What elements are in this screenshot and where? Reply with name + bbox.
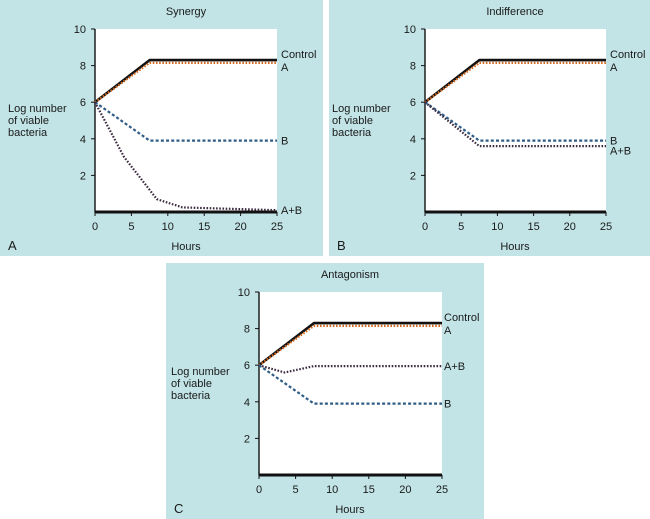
x-tick-label: 10 bbox=[326, 484, 338, 496]
y-axis-label-line: bacteria bbox=[171, 390, 211, 402]
x-tick-label: 25 bbox=[271, 221, 283, 233]
y-tick-label: 8 bbox=[410, 61, 416, 73]
y-axis-label-line: bacteria bbox=[332, 127, 372, 139]
y-tick-label: 10 bbox=[74, 24, 86, 36]
y-tick-label: 6 bbox=[80, 97, 86, 109]
series-label-control: Control bbox=[281, 49, 316, 61]
y-axis-label-line: of viable bbox=[332, 115, 373, 127]
y-tick-label: 4 bbox=[244, 397, 250, 409]
x-axis-label: Hours bbox=[500, 241, 530, 253]
y-tick-label: 10 bbox=[238, 287, 250, 299]
y-axis-label-line: of viable bbox=[8, 115, 49, 127]
panel-letter: A bbox=[8, 238, 17, 253]
x-tick-label: 20 bbox=[399, 484, 411, 496]
y-axis-label-line: Log number bbox=[8, 103, 67, 115]
series-line-aplusb bbox=[94, 101, 278, 212]
x-tick-label: 5 bbox=[128, 221, 134, 233]
series-line-b bbox=[258, 364, 442, 405]
series-label-aplusb: A+B bbox=[281, 205, 302, 217]
y-tick-label: 2 bbox=[244, 433, 250, 445]
y-tick-label: 8 bbox=[80, 61, 86, 73]
chart-synergy: Synergy 2 4 6 8 10 0 5 10 15 20 25 Hours Log numberof… bbox=[8, 6, 316, 253]
x-axis-label: Hours bbox=[171, 241, 201, 253]
series-label-a: A bbox=[444, 325, 452, 337]
chart-title: Antagonism bbox=[321, 269, 379, 281]
series-line-a bbox=[424, 61, 606, 104]
y-axis-label-line: of viable bbox=[171, 378, 212, 390]
series-line-aplusb bbox=[424, 101, 606, 148]
panel-synergy: Synergy 2 4 6 8 10 0 5 10 15 20 25 Hours Log number of… bbox=[0, 0, 323, 256]
x-tick-label: 15 bbox=[527, 221, 539, 233]
series-line-b bbox=[94, 101, 277, 142]
x-tick-label: 0 bbox=[256, 484, 262, 496]
chart-title: Indifference bbox=[486, 6, 543, 18]
x-tick-label: 5 bbox=[293, 484, 299, 496]
series-label-a: A bbox=[281, 62, 289, 74]
series-label-control: Control bbox=[610, 49, 645, 61]
x-tick-label: 15 bbox=[198, 221, 210, 233]
x-tick-label: 10 bbox=[491, 221, 503, 233]
x-tick-label: 25 bbox=[436, 484, 448, 496]
chart-title: Synergy bbox=[166, 6, 207, 18]
x-tick-label: 0 bbox=[422, 221, 428, 233]
series-label-b: B bbox=[281, 136, 288, 148]
x-tick-label: 25 bbox=[600, 221, 612, 233]
panel-indifference: Indifference 2 4 6 8 10 0 5 10 15 20 25 Hours Log num… bbox=[329, 0, 650, 256]
series-label-aplusb: A+B bbox=[444, 361, 465, 373]
x-tick-label: 20 bbox=[234, 221, 246, 233]
y-tick-label: 4 bbox=[80, 134, 86, 146]
chart-indifference: Indifference 2 4 6 8 10 0 5 10 15 20 25 Hours Log num… bbox=[332, 6, 645, 253]
x-tick-label: 15 bbox=[363, 484, 375, 496]
series-label-control: Control bbox=[444, 312, 479, 324]
y-tick-label: 2 bbox=[410, 170, 416, 182]
x-tick-label: 0 bbox=[92, 221, 98, 233]
series-label-a: A bbox=[610, 62, 618, 74]
series-line-b bbox=[424, 101, 606, 142]
series-line-a bbox=[258, 324, 442, 367]
panel-letter: C bbox=[174, 501, 183, 516]
series-line-aplusb bbox=[258, 364, 442, 374]
y-axis-label-line: Log number bbox=[171, 366, 230, 378]
series-label-b: B bbox=[610, 136, 617, 148]
x-tick-label: 5 bbox=[458, 221, 464, 233]
series-label-aplusb: A+B bbox=[610, 146, 631, 158]
x-tick-label: 10 bbox=[162, 221, 174, 233]
y-tick-label: 4 bbox=[410, 134, 416, 146]
series-line-a bbox=[94, 61, 277, 104]
y-tick-label: 6 bbox=[410, 97, 416, 109]
panel-letter: B bbox=[337, 238, 346, 253]
y-axis-label-line: bacteria bbox=[8, 127, 48, 139]
y-tick-label: 2 bbox=[80, 170, 86, 182]
series-label-b: B bbox=[444, 399, 451, 411]
y-tick-label: 8 bbox=[244, 324, 250, 336]
x-axis-label: Hours bbox=[335, 504, 365, 516]
y-tick-label: 6 bbox=[244, 360, 250, 372]
y-tick-label: 10 bbox=[404, 24, 416, 36]
y-axis-label-line: Log number bbox=[332, 103, 391, 115]
panel-antagonism: Antagonism 2 4 6 8 10 0 5 10 15 20 25 Hours Log numbe… bbox=[166, 263, 484, 519]
x-tick-label: 20 bbox=[564, 221, 576, 233]
chart-antagonism: Antagonism 2 4 6 8 10 0 5 10 15 20 25 Hours Log numbe… bbox=[171, 269, 479, 516]
